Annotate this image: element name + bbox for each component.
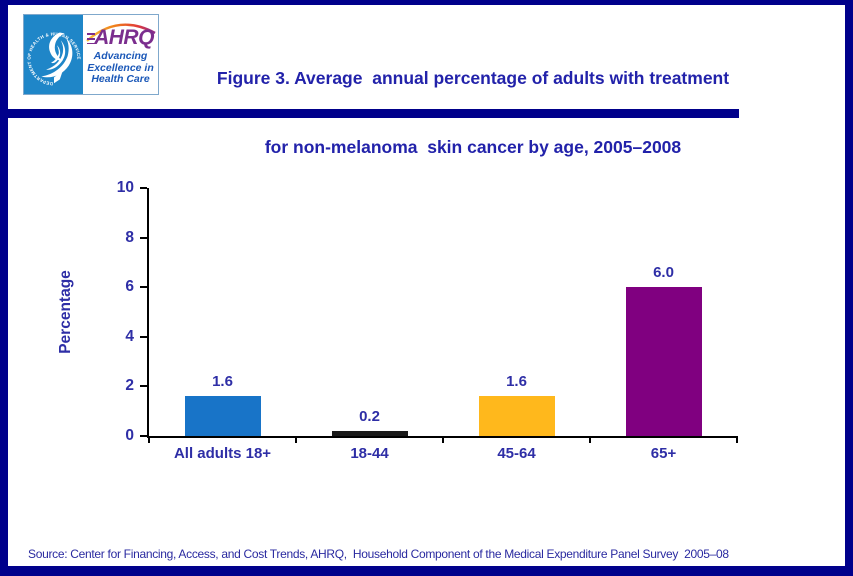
header-divider-bar — [8, 109, 739, 118]
bar-value-label: 6.0 — [653, 264, 674, 282]
bar-value-label: 1.6 — [506, 373, 527, 391]
y-axis-tick — [140, 335, 147, 338]
tagline-line-3: Health Care — [91, 73, 150, 86]
figure-title-line-1: Figure 3. Average annual percentage of a… — [216, 68, 730, 89]
x-axis-category-label: 45-64 — [497, 445, 536, 462]
ahrq-hhs-logo: DEPARTMENT OF HEALTH & HUMAN SERVICES • … — [23, 14, 159, 95]
x-axis-category-label: 65+ — [650, 445, 677, 462]
y-axis-title: Percentage — [57, 270, 74, 354]
y-axis-tick — [140, 286, 147, 289]
tagline-line-2: Excellence in — [87, 61, 154, 74]
bar-value-label: 1.6 — [212, 373, 233, 391]
bar — [331, 431, 408, 436]
y-axis-tick-label: 10 — [116, 179, 134, 196]
x-axis-category-label: All adults 18+ — [173, 445, 272, 462]
ahrq-logo-panel: AHRQ Advancing Excellence in Health Care — [83, 15, 158, 94]
y-axis-tick-label: 2 — [125, 377, 134, 395]
hhs-logo-panel: DEPARTMENT OF HEALTH & HUMAN SERVICES • … — [24, 15, 83, 94]
y-axis-tick — [140, 236, 147, 239]
source-note: Source: Center for Financing, Access, an… — [28, 547, 729, 561]
tagline-line-1: Advancing — [93, 50, 148, 62]
ahrq-acronym: AHRQ — [83, 27, 158, 48]
x-axis-tick — [736, 436, 738, 443]
x-axis-tick — [442, 436, 444, 443]
y-axis-tick-label: 0 — [125, 427, 134, 444]
figure-title-line-2: for non-melanoma skin cancer by age, 200… — [264, 137, 682, 158]
figure-title: Figure 3. Average annual percentage of a… — [178, 21, 768, 206]
bar-value-label: 0.2 — [359, 408, 380, 426]
y-axis-tick-label: 4 — [125, 327, 134, 345]
bar — [625, 287, 702, 436]
bar — [478, 396, 555, 436]
bar — [184, 396, 261, 436]
x-axis-tick — [589, 436, 591, 443]
ahrq-tagline: Advancing Excellence in Health Care — [83, 50, 158, 86]
y-axis-tick — [140, 385, 147, 388]
x-axis-tick — [148, 436, 150, 443]
y-axis-tick-label: 8 — [125, 228, 134, 246]
y-axis-tick — [140, 187, 147, 189]
y-axis-tick-label: 6 — [125, 278, 134, 296]
hhs-eagle-icon: DEPARTMENT OF HEALTH & HUMAN SERVICES • … — [24, 15, 81, 86]
y-axis-tick — [140, 435, 147, 437]
x-axis-category-label: 18-44 — [350, 445, 389, 462]
plot-area: 0 2 4 6 8 10 1.6 All adults 18+ 0.2 18-44 1.6 45-64… — [117, 179, 738, 462]
x-axis-tick — [295, 436, 297, 443]
